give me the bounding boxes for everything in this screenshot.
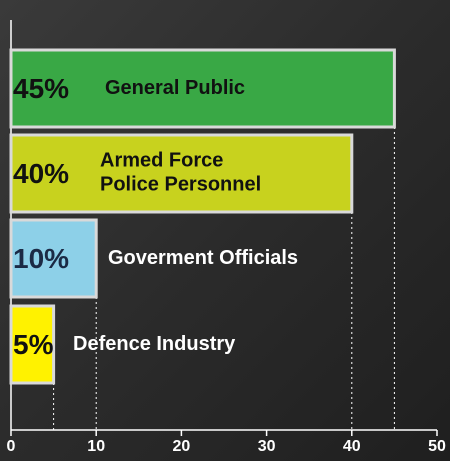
bar (9, 48, 396, 129)
data-label: 40% (13, 158, 69, 189)
x-tick-label: 0 (7, 438, 16, 455)
bar (9, 133, 354, 214)
data-label: 45% (13, 73, 69, 104)
x-tick-label: 50 (428, 438, 446, 455)
data-label: 10% (13, 243, 69, 274)
x-tick-label: 10 (87, 438, 105, 455)
x-tick-label: 40 (343, 438, 361, 455)
category-label: Goverment Officials (108, 247, 298, 269)
bar (9, 218, 98, 299)
x-tick-label: 20 (173, 438, 191, 455)
bar (9, 304, 56, 385)
category-label: Defence Industry (73, 333, 236, 355)
x-tick-label: 30 (258, 438, 276, 455)
data-label: 5% (13, 329, 54, 360)
category-label: Armed Force Police Personnel (100, 150, 261, 196)
category-label: General Public (105, 77, 245, 99)
